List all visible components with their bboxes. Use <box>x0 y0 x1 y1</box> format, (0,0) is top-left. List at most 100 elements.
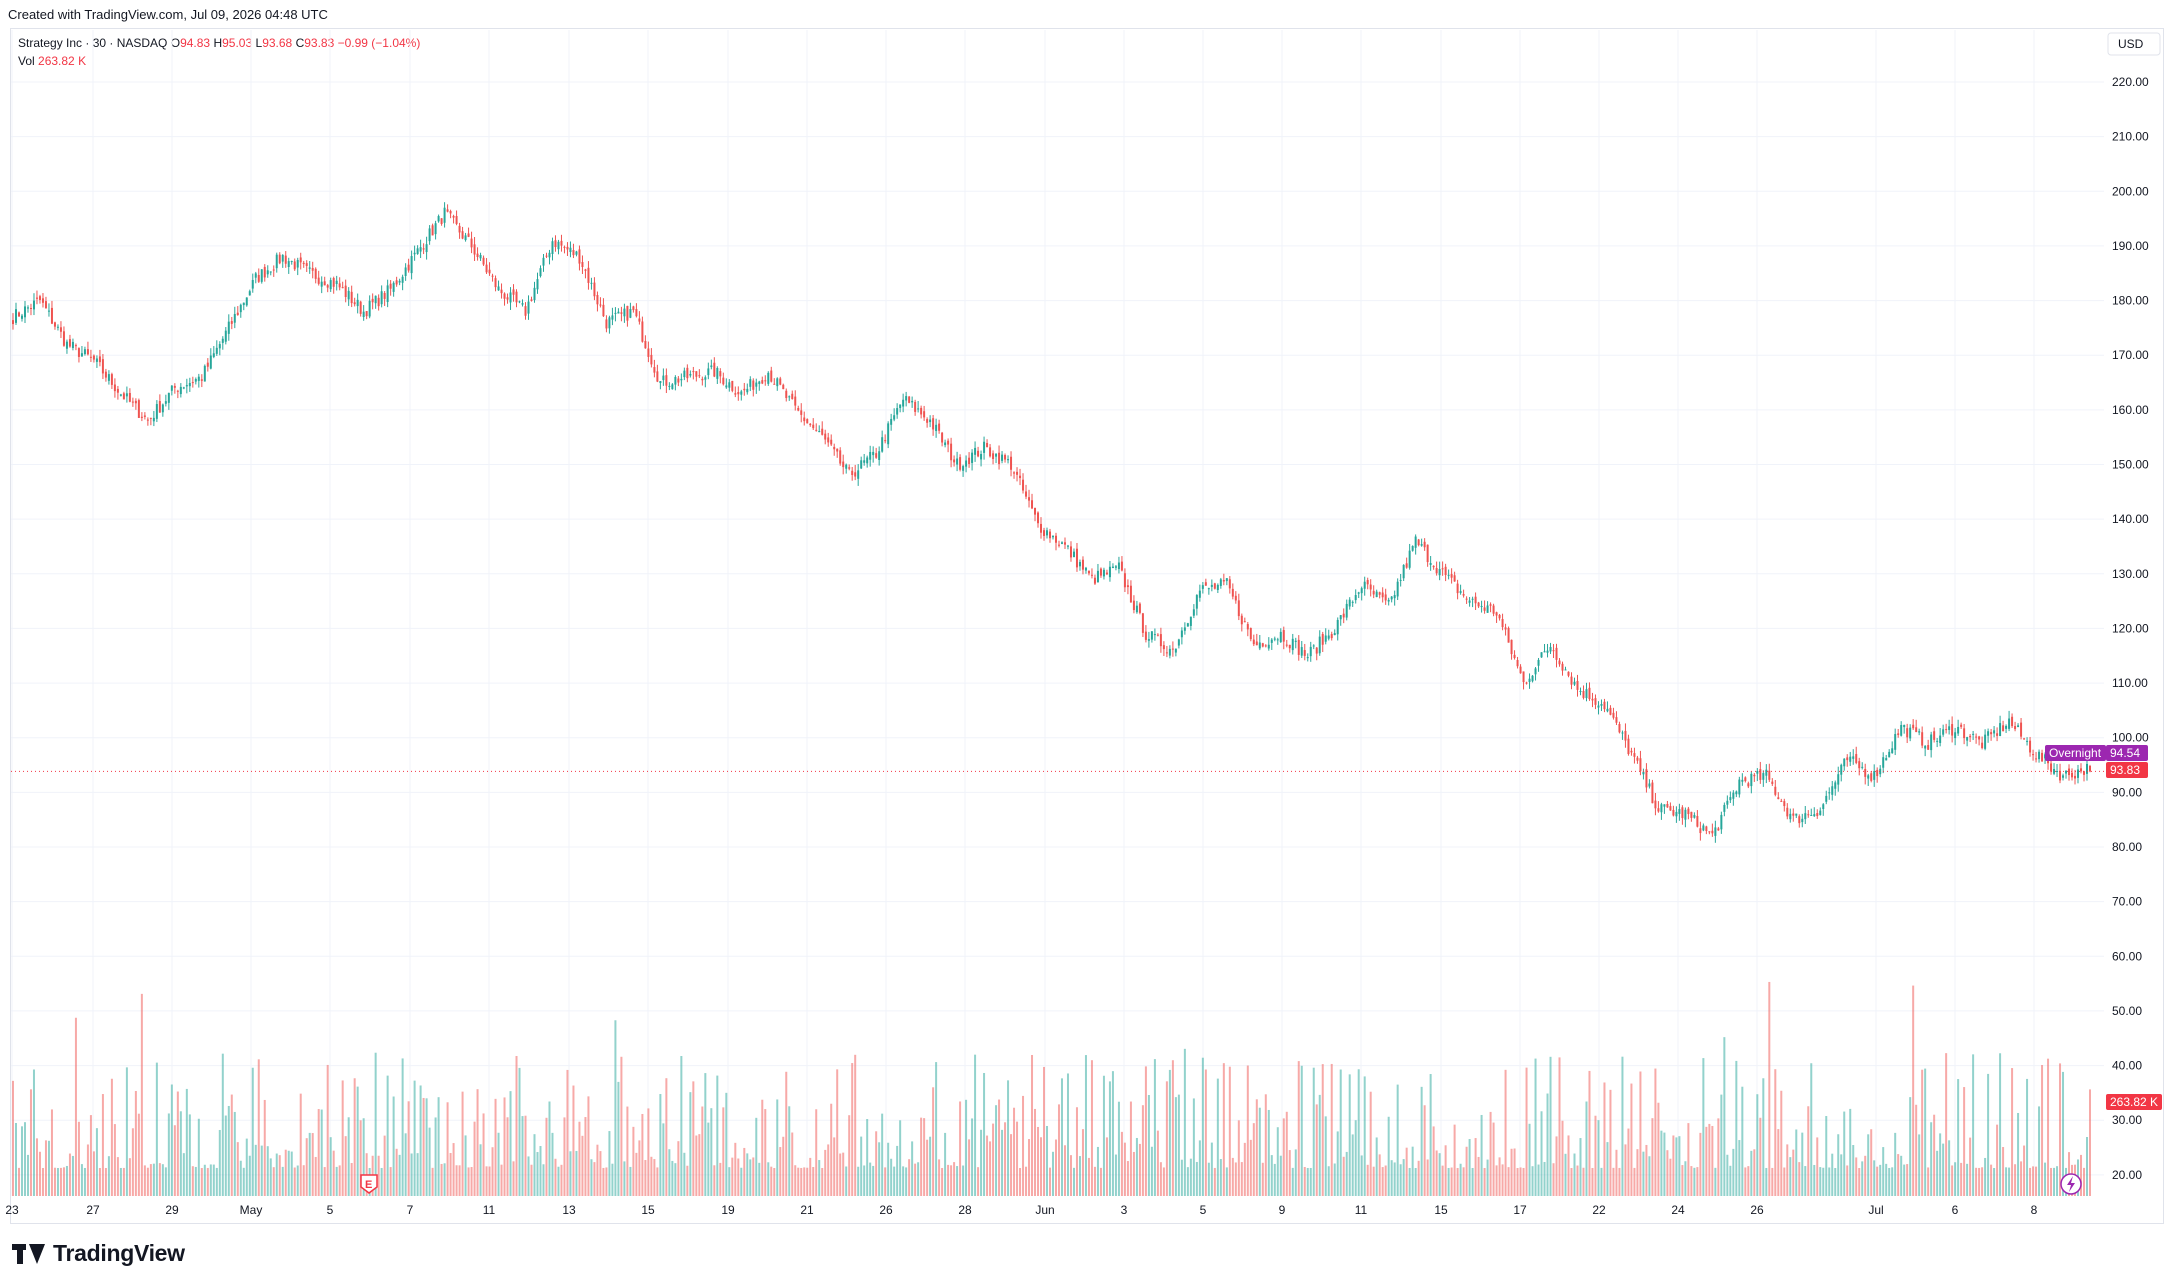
candle <box>2020 717 2023 740</box>
currency-button[interactable] <box>2107 32 2161 56</box>
candle <box>1174 648 1177 657</box>
volume-bar <box>1339 1069 1342 1196</box>
date-tick-label: 5 <box>327 1203 334 1217</box>
volume-bar <box>98 1167 101 1196</box>
candle <box>779 376 782 386</box>
time-axis[interactable]: 23 27 29 May 5 7 11 13 15 19 21 26 28 Jun 3 5 9 11 15 17 22 2… <box>5 1203 2037 1217</box>
candle <box>575 250 578 257</box>
candle <box>956 451 959 472</box>
price-tick-label: 210.00 <box>2112 130 2149 144</box>
volume-bar <box>107 1156 110 1196</box>
candle <box>407 258 410 273</box>
volume-bar <box>257 1059 260 1196</box>
candle <box>1162 641 1165 657</box>
candle <box>1693 812 1696 819</box>
candle <box>404 263 407 281</box>
volume-bar <box>452 1143 455 1196</box>
volume-bar <box>1138 1143 1141 1196</box>
candle <box>1468 597 1471 607</box>
candle <box>1570 672 1573 690</box>
candle <box>881 430 884 453</box>
volume-bar <box>719 1162 722 1196</box>
volume-bar <box>12 1080 14 1196</box>
candle <box>347 287 350 306</box>
volume-bar <box>140 993 143 1196</box>
candle <box>419 239 422 259</box>
volume-bar <box>2026 1078 2029 1196</box>
candle <box>1984 729 1987 751</box>
volume-bar <box>1999 1053 2002 1196</box>
candle <box>962 464 965 477</box>
volume-bar <box>986 1135 989 1196</box>
volume-bar <box>2017 1112 2020 1196</box>
candle <box>287 257 290 274</box>
candle <box>1066 544 1069 550</box>
volume-bar <box>1936 1150 1939 1196</box>
high-value: 95.03 <box>222 36 253 50</box>
volume-bar <box>1609 1089 1612 1196</box>
date-tick-label: 26 <box>1750 1203 1764 1217</box>
candle <box>722 372 725 386</box>
candle <box>872 446 875 463</box>
volume-bar <box>290 1151 293 1196</box>
volume-bar <box>1918 1134 1921 1196</box>
candle <box>1945 723 1948 734</box>
candle <box>1816 809 1819 819</box>
earnings-marker[interactable]: E <box>360 1174 378 1194</box>
volume-bar <box>548 1101 551 1196</box>
candle <box>1453 571 1456 582</box>
candle <box>812 418 815 430</box>
volume-bar <box>1255 1099 1258 1196</box>
volume-bar <box>842 1152 845 1196</box>
candle <box>227 314 230 341</box>
candle <box>1876 767 1879 783</box>
candle <box>1069 541 1072 562</box>
volume-bar <box>836 1069 839 1196</box>
volume-bar <box>1834 1167 1837 1196</box>
lightning-icon[interactable] <box>2060 1173 2082 1195</box>
price-tick-label: 60.00 <box>2112 949 2142 963</box>
price-axis[interactable]: USD 220.00 210.00 200.00 190.00 180.00 170.00… <box>2104 29 2163 1223</box>
volume-bar <box>1303 1167 1306 1196</box>
volume-bar <box>2008 1167 2011 1196</box>
volume-bar <box>1678 1136 1681 1196</box>
volume-bar <box>1273 1163 1276 1196</box>
tradingview-logo[interactable]: TradingView <box>12 1240 185 1267</box>
volume-bar <box>530 1164 533 1196</box>
vol-label[interactable]: Vol <box>18 54 35 68</box>
volume-bar <box>35 1138 38 1196</box>
price-tick-label: 200.00 <box>2112 184 2149 198</box>
candle <box>1921 726 1924 749</box>
candle <box>416 245 419 255</box>
volume-bar <box>1156 1130 1159 1196</box>
candle <box>212 346 215 359</box>
price-tick-label: 30.00 <box>2112 1113 2142 1127</box>
candle <box>335 275 338 291</box>
candle <box>1456 579 1459 600</box>
volume-bar <box>203 1164 206 1196</box>
volume-bar <box>344 1136 347 1196</box>
volume-bar <box>185 1088 188 1196</box>
volume-bar <box>1010 1134 1013 1196</box>
chart-pane[interactable] <box>10 28 2164 1224</box>
candle <box>623 303 626 323</box>
volume-bar <box>1759 1117 1762 1196</box>
volume-bar <box>1405 1147 1408 1196</box>
candle <box>890 413 893 431</box>
volume-bar <box>2032 1166 2035 1196</box>
candle <box>95 355 98 368</box>
candle <box>980 450 983 467</box>
volume-bar <box>1795 1129 1798 1196</box>
volume-bar <box>1972 1054 1975 1196</box>
volume-bar <box>1711 1125 1714 1196</box>
volume-bar <box>26 1154 29 1196</box>
volume-bar <box>146 1167 149 1196</box>
volume-bar <box>266 1146 269 1196</box>
volume-bar <box>1357 1069 1360 1196</box>
candle <box>242 302 245 311</box>
volume-bar <box>941 1167 944 1196</box>
candle <box>1031 493 1034 510</box>
volume-bar <box>812 1167 815 1196</box>
volume-bar <box>779 1147 782 1196</box>
